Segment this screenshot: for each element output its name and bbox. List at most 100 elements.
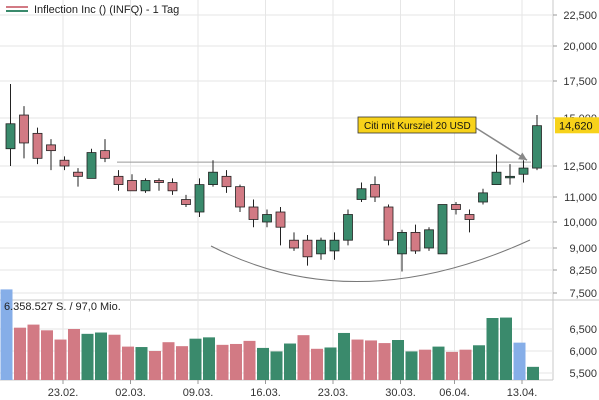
annotation-callout: Citi mit Kursziel 20 USD <box>357 116 528 161</box>
candle-body-down <box>383 206 394 241</box>
volume-bar <box>513 342 526 380</box>
candlestick-series <box>5 83 542 272</box>
candle-body-down <box>248 206 259 220</box>
volume-bar <box>297 335 310 380</box>
candle-body-down <box>167 182 178 192</box>
price-tick-label: 9,000 <box>569 243 597 255</box>
price-tick-label: 20,000 <box>563 41 597 53</box>
candle <box>221 170 232 193</box>
volume-bar <box>0 289 13 380</box>
volume-bar <box>95 332 107 380</box>
volume-bar <box>392 340 404 380</box>
candle <box>451 202 461 215</box>
candle-body-down <box>113 175 124 185</box>
candle-body-up <box>518 167 529 175</box>
time-tick-label: 02.03. <box>115 387 146 399</box>
candle-body-down <box>275 211 286 228</box>
candle <box>194 178 205 217</box>
candle-body-down <box>370 184 380 198</box>
candle <box>505 164 515 185</box>
candle <box>356 182 367 202</box>
last-price-label: 14,620 <box>559 120 593 132</box>
candle <box>46 139 56 171</box>
price-tick-label: 7,500 <box>569 288 597 300</box>
candle-body-down <box>32 132 43 159</box>
volume-bar <box>432 346 445 380</box>
candle <box>329 232 340 260</box>
candle <box>154 178 164 191</box>
candle-body-down <box>154 180 164 183</box>
price-legend: Inflection Inc () (INFQ) - 1 Tag <box>6 4 179 16</box>
candle <box>86 148 97 179</box>
last-price-box <box>555 117 599 134</box>
candle-body-down <box>127 180 137 192</box>
volume-bar <box>203 337 215 380</box>
candle <box>383 204 394 246</box>
volume-bar <box>324 347 337 380</box>
volume-bar <box>338 332 350 380</box>
candle-body-up <box>505 175 515 179</box>
volume-bar <box>108 334 121 380</box>
candle <box>59 156 70 171</box>
price-tick-label: 10,000 <box>563 217 597 229</box>
volume-bar <box>162 342 175 380</box>
candle <box>235 184 245 212</box>
candle-body-down <box>464 214 475 220</box>
volume-bar <box>500 317 512 380</box>
volume-bar <box>365 340 377 380</box>
volume-bar <box>122 346 134 380</box>
candle <box>518 160 529 183</box>
candle <box>302 235 313 266</box>
price-tick-label: 17,500 <box>563 76 597 88</box>
annotation-arrowhead <box>518 152 527 161</box>
volume-bar <box>149 351 161 380</box>
candle <box>140 178 151 193</box>
price-tick-label: 12,500 <box>563 161 597 173</box>
volume-bar <box>243 340 256 380</box>
volume-bar <box>135 347 148 380</box>
candle-body-up <box>5 123 16 150</box>
candle <box>19 106 29 159</box>
last-price-tag: 14,620 <box>555 117 599 134</box>
volume-bar <box>311 348 323 380</box>
volume-bar <box>68 329 80 380</box>
volume-bar <box>176 346 188 380</box>
volume-series <box>0 289 539 380</box>
candle <box>437 204 448 255</box>
candle <box>397 229 407 272</box>
candle <box>73 168 83 187</box>
volume-bar <box>216 344 229 380</box>
candle-body-up <box>86 152 97 179</box>
candle-body-up <box>194 184 205 213</box>
price-legend-text: Inflection Inc () (INFQ) - 1 Tag <box>34 4 179 16</box>
time-tick-label: 23.03. <box>318 387 349 399</box>
candle <box>343 209 353 246</box>
volume-bar <box>486 318 499 380</box>
volume-axis-ticks: 6,500 6,000 5,500 <box>569 324 597 380</box>
time-tick-label: 06.04. <box>439 387 470 399</box>
annotation-arrow <box>475 127 528 161</box>
volume-bar <box>41 330 53 380</box>
time-tick-label: 09.03. <box>183 387 214 399</box>
time-tick-label: 16.03. <box>250 387 281 399</box>
candle-body-down <box>235 186 245 208</box>
volume-tick-label: 6,500 <box>569 324 597 336</box>
price-tick-label: 11,000 <box>564 192 597 204</box>
candle-body-up <box>491 171 502 185</box>
volume-bar <box>527 366 539 380</box>
candle <box>262 209 272 228</box>
time-tick-label: 30.03. <box>385 387 416 399</box>
candle-body-up <box>532 125 542 169</box>
volume-bar <box>189 338 202 380</box>
candle-body-up <box>343 214 353 241</box>
candle <box>181 194 191 207</box>
candle-body-up <box>478 192 488 203</box>
volume-tick-label: 6,000 <box>569 346 597 358</box>
candle <box>32 127 43 165</box>
candle <box>532 115 542 171</box>
volume-bar <box>446 351 458 380</box>
candle-body-down <box>221 175 232 188</box>
volume-bar <box>27 324 40 380</box>
